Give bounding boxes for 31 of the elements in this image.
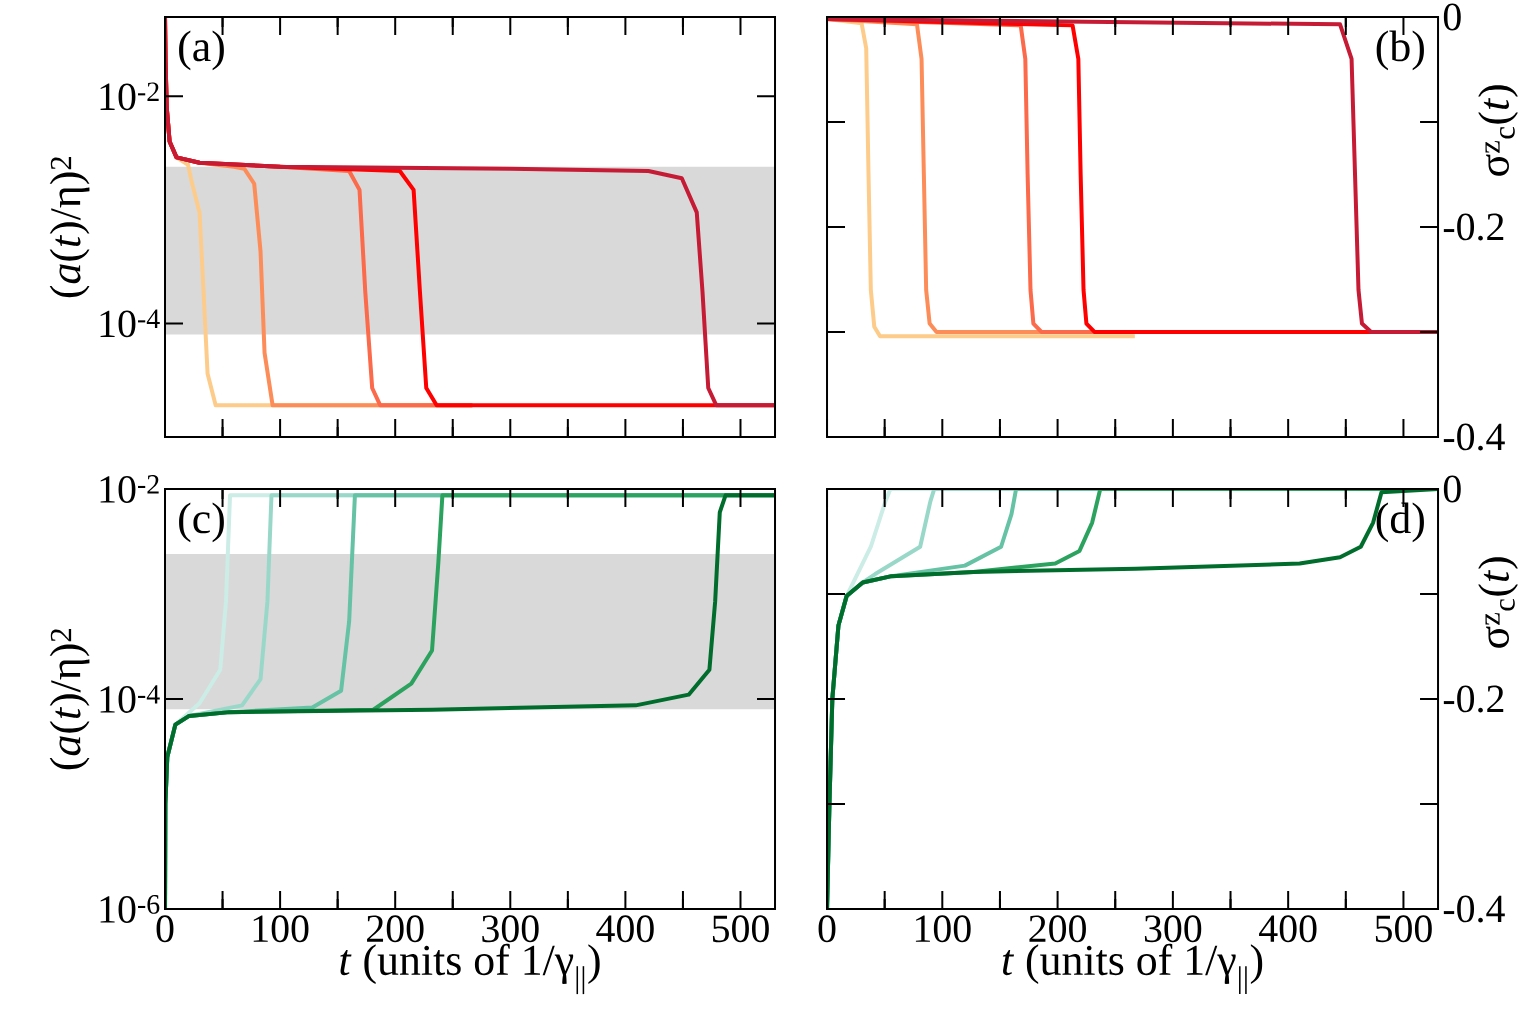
y-tick-label: 0 [1443, 475, 1461, 503]
x-tick-label: 100 [915, 915, 971, 943]
x-tick-label: 200 [367, 915, 424, 943]
y-tick-label: -0.4 [1443, 895, 1505, 923]
y-axis-title: (a(t)/η)$^{2}$ [49, 629, 90, 770]
x-tick-label: 400 [596, 915, 654, 943]
x-tick-label: 0 [818, 915, 836, 943]
annotation: (d) [1376, 502, 1424, 543]
y-tick-label: 10$^{-2}$ [100, 475, 159, 503]
y-tick-label: 10$^{-4}$ [100, 309, 160, 338]
annotation: (c) [179, 502, 224, 543]
x-tick-label: 300 [482, 915, 539, 943]
y-axis-title: (a(t)/η)$^{2}$ [49, 157, 90, 298]
y-tick-label: -0.4 [1443, 423, 1505, 451]
y-axis-title: σ$^{z}$$_{c}$(t) [1478, 85, 1518, 176]
x-tick-label: 200 [1029, 915, 1086, 943]
x-tick-label: 100 [253, 915, 309, 943]
y-tick-label: 10$^{-2}$ [100, 82, 159, 111]
y-tick-label: -0.2 [1443, 685, 1504, 713]
x-axis-title: t (units of 1/γ$_{||}$) [1002, 943, 1263, 995]
y-axis-title: σ$^{z}$$_{c}$(t) [1478, 557, 1518, 648]
annotation: (a) [179, 30, 224, 71]
annotation: (b) [1376, 30, 1424, 71]
x-axis-title: t (units of 1/γ$_{||}$) [340, 943, 600, 995]
x-tick-label: 500 [1375, 915, 1432, 943]
y-tick-label: -0.2 [1443, 213, 1504, 241]
x-tick-label: 300 [1144, 915, 1202, 943]
x-tick-label: 500 [712, 915, 769, 943]
y-tick-label: 0 [1443, 3, 1461, 31]
x-tick-label: 400 [1259, 915, 1317, 943]
y-tick-label: 10$^{-4}$ [100, 685, 160, 713]
